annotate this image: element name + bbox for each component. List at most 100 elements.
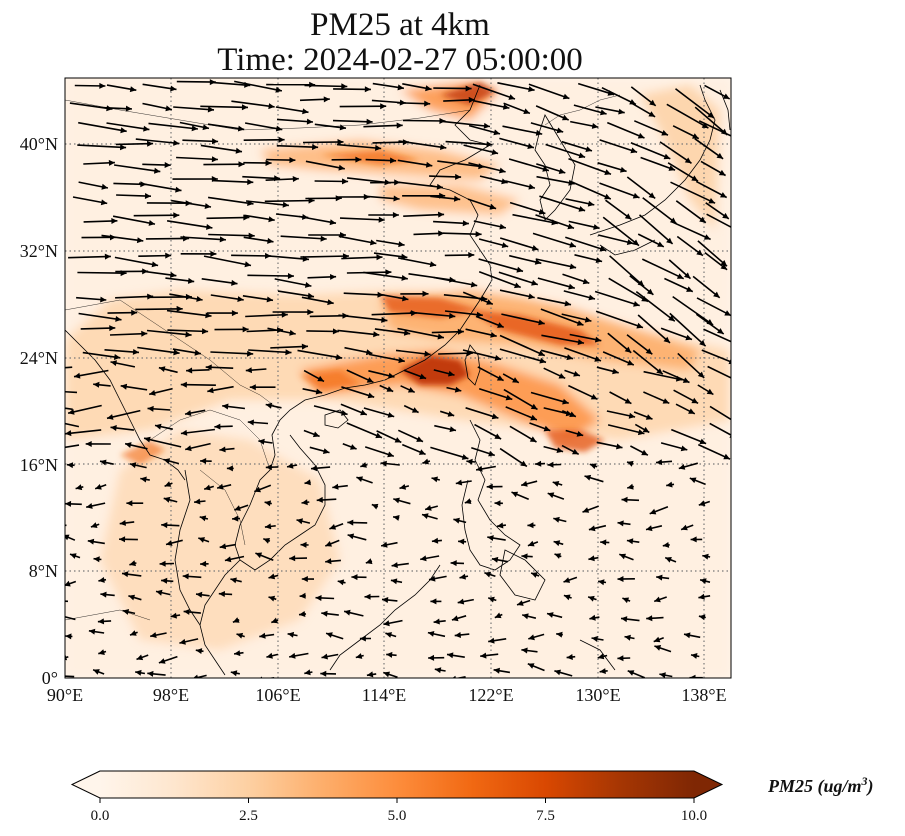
wind-vector-head bbox=[126, 500, 133, 507]
wind-vector-head bbox=[99, 82, 106, 89]
wind-vector-shaft bbox=[166, 309, 212, 317]
wind-vector-head bbox=[527, 522, 534, 529]
wind-vector-head bbox=[653, 636, 661, 643]
colorbar-tick-1: 2.5 bbox=[239, 808, 258, 824]
wind-vector-head bbox=[387, 451, 394, 458]
wind-vector-head bbox=[425, 85, 432, 92]
wind-vector-head bbox=[98, 649, 105, 655]
lon-label-2: 106°E bbox=[255, 685, 300, 705]
wind-vector-head bbox=[315, 388, 323, 395]
wind-vector-head bbox=[464, 498, 472, 504]
wind-vector-head bbox=[255, 552, 263, 559]
wind-vector-head bbox=[108, 159, 115, 166]
wind-vector-head bbox=[301, 343, 308, 350]
wind-vector-head bbox=[391, 562, 398, 568]
wind-vector-head bbox=[128, 594, 135, 601]
wind-vector-head bbox=[383, 671, 390, 678]
map-frame bbox=[64, 77, 732, 679]
wind-vector-head bbox=[193, 674, 199, 678]
wind-vector-shaft bbox=[462, 349, 502, 361]
wind-vector-head bbox=[493, 129, 500, 136]
wind-vector-head bbox=[728, 358, 731, 365]
wind-vector-head bbox=[175, 186, 182, 193]
wind-vector-head bbox=[598, 579, 605, 586]
wind-vector-head bbox=[86, 503, 93, 509]
wind-vector-head bbox=[542, 166, 549, 172]
wind-vector-shaft bbox=[65, 535, 76, 541]
wind-vector-head bbox=[505, 394, 513, 401]
new-guinea-coast bbox=[579, 639, 616, 671]
wind-vector-head bbox=[165, 252, 172, 259]
wind-vector-head bbox=[429, 261, 437, 268]
border-sumatra bbox=[65, 609, 151, 621]
wind-vector-head bbox=[622, 597, 630, 604]
wind-vector-shaft bbox=[397, 257, 437, 267]
wind-vector-shaft bbox=[82, 351, 121, 359]
wind-vector-head bbox=[588, 525, 596, 532]
wind-vector-head bbox=[185, 445, 192, 452]
wind-vector-head bbox=[356, 476, 363, 482]
wind-vector-head bbox=[483, 122, 490, 129]
wind-vector-head bbox=[691, 175, 698, 182]
wind-vector-head bbox=[65, 430, 72, 437]
wind-vector-shaft bbox=[532, 232, 577, 248]
country-borders bbox=[65, 94, 621, 621]
wind-vector-head bbox=[109, 325, 116, 332]
wind-vector-head bbox=[289, 555, 296, 562]
wind-vector-head bbox=[207, 106, 214, 113]
wind-vector-head bbox=[287, 631, 295, 638]
wind-vector-head bbox=[302, 108, 309, 115]
wind-vector-head bbox=[491, 149, 499, 155]
wind-vector-head bbox=[289, 329, 296, 336]
wind-vector-shaft bbox=[65, 366, 73, 369]
wind-vector-shaft bbox=[78, 312, 122, 321]
wind-vector-head bbox=[556, 447, 564, 453]
wind-vector-shaft bbox=[455, 676, 466, 678]
wind-vector-head bbox=[440, 144, 447, 150]
wind-vector-head bbox=[699, 438, 707, 445]
wind-vector-shaft bbox=[433, 276, 478, 287]
wind-vector-head bbox=[582, 278, 590, 285]
wind-vector-head bbox=[289, 652, 296, 659]
wind-vector-head bbox=[173, 349, 180, 356]
wind-vector-shaft bbox=[536, 175, 575, 185]
wind-vector-shaft bbox=[503, 388, 538, 411]
wind-vector-shaft bbox=[173, 106, 215, 111]
wind-vector-head bbox=[666, 237, 673, 244]
wind-vector-head bbox=[66, 462, 74, 469]
wind-vector-head bbox=[502, 104, 510, 110]
wind-vector-head bbox=[342, 178, 349, 185]
wind-vector-shaft bbox=[234, 80, 283, 92]
wind-vector-head bbox=[312, 431, 320, 438]
wind-vector-head bbox=[264, 500, 272, 507]
wind-vector-shaft bbox=[403, 213, 445, 217]
wind-vector-shaft bbox=[437, 160, 485, 168]
wind-vector-head bbox=[320, 670, 327, 677]
wind-vector-head bbox=[470, 281, 478, 288]
wind-vector-shaft bbox=[697, 240, 728, 267]
wind-vector-head bbox=[200, 458, 207, 464]
wind-vector-shaft bbox=[541, 334, 585, 344]
wind-vector-head bbox=[684, 632, 691, 639]
wind-vector-head bbox=[556, 631, 563, 638]
wind-vector-shaft bbox=[675, 200, 707, 224]
lat-label-4: 32°N bbox=[20, 241, 58, 261]
wind-vector-head bbox=[393, 515, 400, 521]
wind-vector-head bbox=[624, 346, 632, 353]
colorbar-tick-0: 0.0 bbox=[91, 808, 110, 824]
wind-vector-shaft bbox=[65, 390, 78, 394]
wind-vector-head bbox=[329, 524, 337, 530]
wind-vector-head bbox=[554, 553, 562, 559]
wind-vector-shaft bbox=[535, 258, 577, 269]
wind-vector-shaft bbox=[666, 103, 709, 129]
wind-vector-head bbox=[176, 305, 183, 312]
wind-vector-shaft bbox=[368, 353, 405, 363]
wind-vector-shaft bbox=[670, 181, 716, 204]
wind-vector-shaft bbox=[601, 86, 637, 106]
wind-vector-head bbox=[642, 426, 650, 433]
pm25-field bbox=[65, 78, 731, 678]
wind-vector-head bbox=[681, 524, 688, 531]
wind-vector-head bbox=[341, 410, 348, 416]
wind-vector-head bbox=[539, 357, 546, 364]
wind-vector-head bbox=[180, 381, 187, 388]
